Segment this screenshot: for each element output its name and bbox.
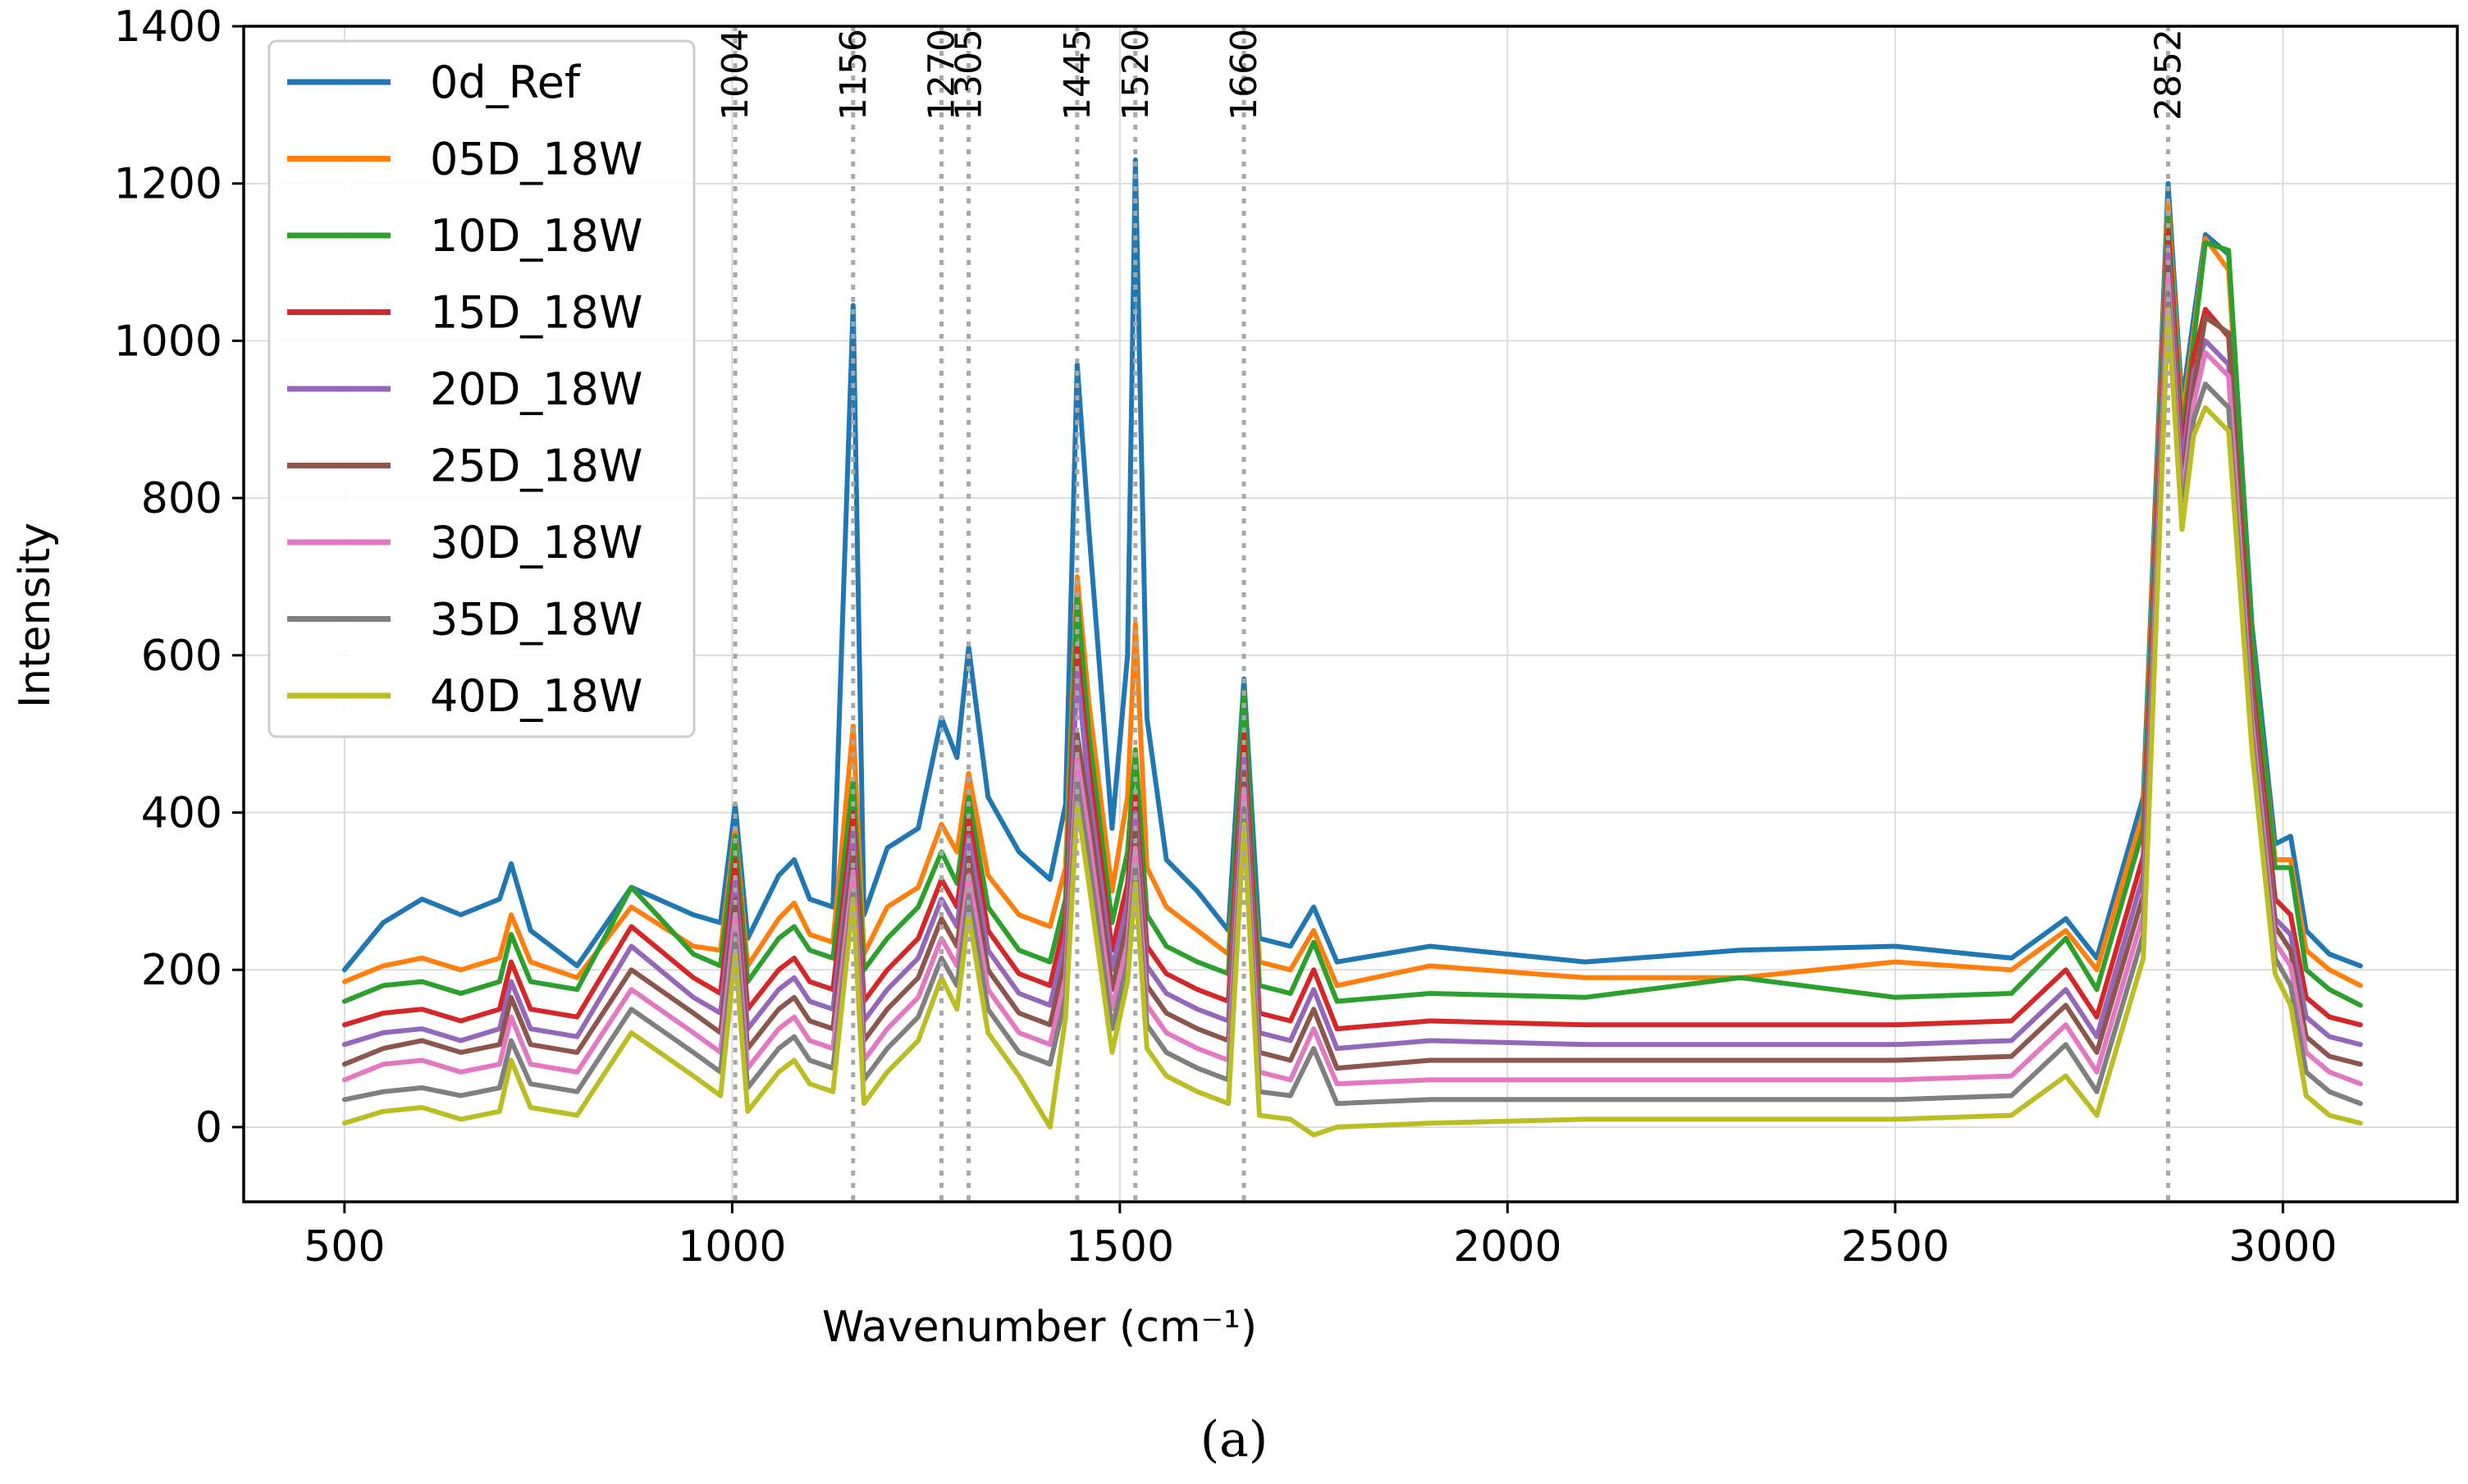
legend: 0d_Ref 05D_18W 10D_18W 15D_18W 20D_18W 25D_18… — [267, 39, 696, 738]
legend-label: 05D_18W — [430, 134, 642, 185]
x-tick-label: 1000 — [678, 1222, 786, 1272]
x-axis-label: Wavenumber (cm⁻¹) — [822, 1303, 1257, 1352]
axes: 500 1000 1500 2000 2500 3000 0 200 400 600 800 1000… — [114, 2, 2338, 1272]
y-tick-label: 1400 — [114, 2, 222, 52]
peak-marker-label: 1520 — [1115, 29, 1157, 121]
legend-label: 40D_18W — [430, 670, 642, 722]
legend-label: 35D_18W — [430, 594, 642, 646]
legend-label: 30D_18W — [430, 517, 642, 568]
y-axis-label: Intensity — [11, 523, 60, 708]
x-tick-label: 3000 — [2228, 1222, 2337, 1272]
x-tick-label: 2000 — [1453, 1222, 1561, 1272]
y-tick-label: 600 — [141, 632, 222, 681]
peak-marker-label: 1156 — [833, 29, 875, 121]
x-tick-label: 1500 — [1066, 1222, 1174, 1272]
y-tick-label: 1000 — [114, 317, 222, 366]
figure-caption: (a) — [1200, 1411, 1268, 1468]
series-line-0d-ref — [341, 157, 2363, 973]
legend-label: 0d_Ref — [430, 57, 582, 108]
peak-marker-label: 1270 — [921, 29, 963, 121]
y-tick-label: 200 — [141, 946, 222, 995]
peak-marker-label: 2852 — [2148, 29, 2190, 121]
legend-label: 10D_18W — [430, 210, 642, 262]
legend-label: 15D_18W — [430, 287, 642, 339]
peak-marker-label: 1305 — [948, 29, 990, 121]
y-tick-label: 0 — [195, 1103, 222, 1153]
legend-label: 20D_18W — [430, 363, 642, 415]
y-tick-label: 1200 — [114, 160, 222, 209]
x-tick-label: 2500 — [1841, 1222, 1949, 1272]
peak-marker-label: 1004 — [715, 29, 756, 121]
legend-box — [267, 39, 696, 738]
peak-marker-label: 1445 — [1057, 29, 1099, 121]
y-tick-label: 800 — [141, 474, 222, 523]
legend-label: 25D_18W — [430, 441, 642, 492]
peak-marker-label: 1660 — [1223, 29, 1265, 121]
y-tick-label: 400 — [141, 789, 222, 838]
x-tick-label: 500 — [304, 1222, 385, 1272]
plot-frame — [242, 25, 2459, 1203]
